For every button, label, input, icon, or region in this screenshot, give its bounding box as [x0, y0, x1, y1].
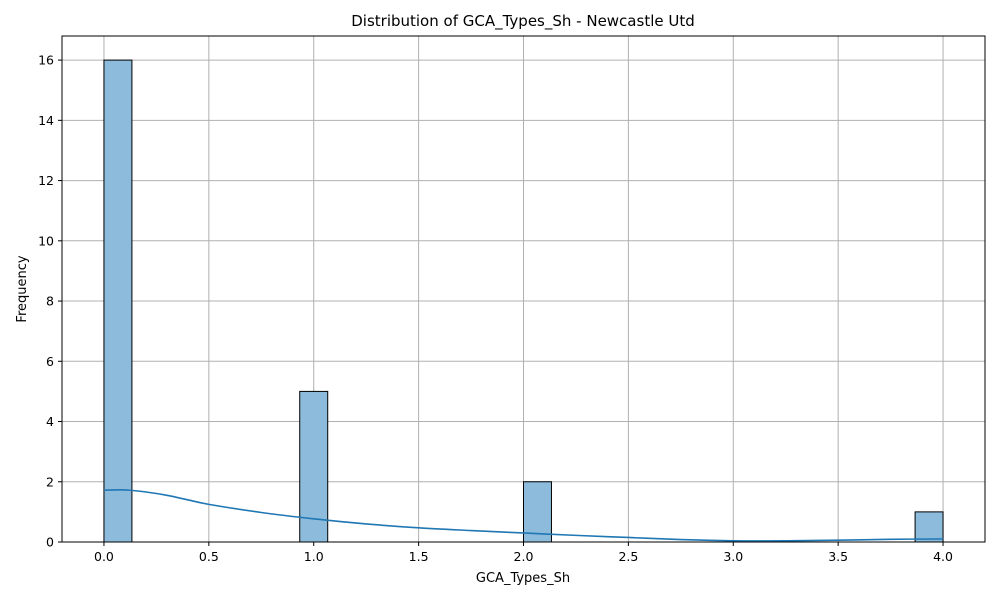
- bars-layer: [103, 59, 944, 543]
- y-tick-label: 4: [46, 414, 54, 429]
- x-tick-label: 0.0: [94, 549, 114, 564]
- x-tick-label: 2.5: [618, 549, 638, 564]
- histogram-bar: [914, 511, 944, 543]
- y-tick-label: 12: [38, 173, 54, 188]
- y-tick-label: 16: [38, 53, 54, 68]
- y-tick-label: 2: [46, 474, 54, 489]
- histogram-bar: [103, 59, 133, 543]
- kde-line: [103, 489, 944, 542]
- y-tick-label: 14: [38, 113, 54, 128]
- histogram-bar: [523, 481, 552, 543]
- y-tick-label: 0: [46, 535, 54, 550]
- x-axis-ticks: 0.0 0.5 1.0 1.5 2.0 2.5 3.0 3.5 4.0: [94, 542, 953, 564]
- y-tick-label: 6: [46, 354, 54, 369]
- x-axis-label: GCA_Types_Sh: [476, 571, 570, 586]
- x-tick-label: 1.5: [409, 549, 429, 564]
- x-tick-label: 3.0: [723, 549, 743, 564]
- x-tick-label: 2.0: [514, 549, 534, 564]
- x-tick-label: 3.5: [828, 549, 848, 564]
- y-axis-label: Frequency: [15, 255, 30, 322]
- x-tick-label: 1.0: [304, 549, 324, 564]
- x-tick-label: 0.5: [199, 549, 219, 564]
- histogram-bar: [299, 390, 329, 543]
- y-tick-label: 8: [46, 294, 54, 309]
- chart-title: Distribution of GCA_Types_Sh - Newcastle…: [351, 12, 695, 31]
- y-axis-ticks: 0 2 4 6 8 10 12 14 16: [38, 53, 62, 550]
- y-tick-label: 10: [38, 233, 54, 248]
- grid-layer: [62, 36, 985, 543]
- kde-layer: [103, 489, 944, 542]
- x-tick-label: 4.0: [933, 549, 953, 564]
